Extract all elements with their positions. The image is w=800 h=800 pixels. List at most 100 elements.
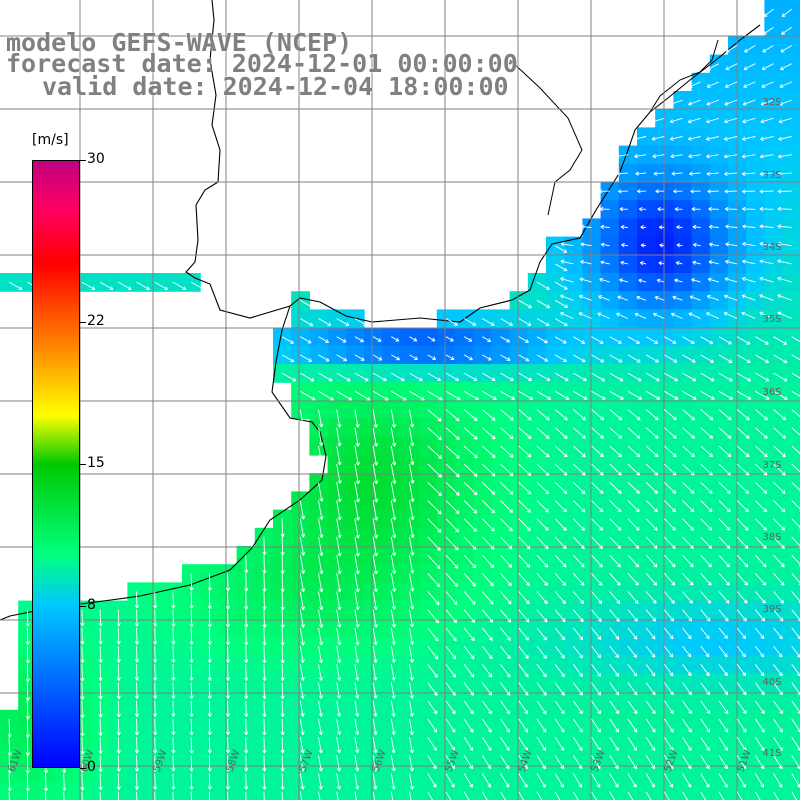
wind-vector bbox=[669, 99, 683, 106]
field-cell bbox=[600, 273, 620, 292]
field-cell bbox=[764, 782, 784, 800]
wind-vector bbox=[706, 99, 720, 106]
field-cell bbox=[764, 218, 784, 238]
field-cell bbox=[564, 782, 583, 800]
field-cell bbox=[746, 109, 765, 128]
field-cell bbox=[236, 782, 256, 800]
field-cell bbox=[418, 782, 438, 800]
field-cell bbox=[637, 254, 656, 274]
field-cell bbox=[782, 746, 800, 765]
field-cell bbox=[582, 782, 602, 800]
field-cell bbox=[746, 291, 765, 310]
field-cell bbox=[618, 218, 638, 238]
field-cell bbox=[637, 182, 656, 201]
field-cell bbox=[673, 109, 693, 128]
field-cell bbox=[600, 218, 620, 238]
field-cell bbox=[655, 145, 674, 165]
field-cell bbox=[473, 782, 492, 800]
field-cell bbox=[637, 218, 656, 238]
field-cell bbox=[782, 382, 800, 401]
field-cell bbox=[182, 782, 201, 800]
field-cell bbox=[637, 127, 656, 147]
field-cell bbox=[600, 291, 620, 310]
field-cell bbox=[764, 127, 784, 147]
field-cell bbox=[0, 782, 19, 800]
field-cell bbox=[618, 273, 638, 292]
latitude-label: 32S bbox=[762, 97, 781, 108]
field-cell bbox=[709, 145, 729, 165]
field-cell bbox=[291, 782, 310, 800]
field-cell bbox=[746, 254, 765, 274]
wind-vector bbox=[724, 81, 738, 88]
field-cell bbox=[709, 54, 729, 74]
field-cell bbox=[782, 345, 800, 365]
latitude-label: 41S bbox=[762, 748, 781, 759]
field-cell bbox=[782, 655, 800, 674]
field-cell bbox=[582, 254, 602, 274]
field-cell bbox=[655, 163, 674, 183]
field-cell bbox=[618, 291, 638, 310]
wind-vector bbox=[779, 99, 792, 106]
field-cell bbox=[782, 782, 800, 800]
field-cell bbox=[691, 309, 711, 329]
colorbar-tickmark bbox=[80, 160, 86, 161]
field-cell bbox=[782, 527, 800, 547]
field-cell bbox=[782, 691, 800, 711]
colorbar-tickmark bbox=[80, 768, 86, 769]
field-cell bbox=[782, 728, 800, 747]
field-cell bbox=[637, 163, 656, 183]
wind-vector bbox=[707, 63, 720, 71]
valid-date: valid date: 2024-12-04 18:00:00 bbox=[42, 72, 509, 101]
field-cell bbox=[364, 782, 383, 800]
colorbar-tick-label: 30 bbox=[87, 151, 105, 167]
colorbar-tick-label: 0 bbox=[87, 759, 96, 775]
field-cell bbox=[764, 145, 784, 165]
field-cell bbox=[54, 782, 74, 800]
field-cell bbox=[564, 254, 583, 274]
field-cell bbox=[18, 782, 37, 800]
field-cell bbox=[637, 782, 656, 800]
field-cell bbox=[746, 91, 765, 110]
field-cell bbox=[145, 782, 165, 800]
field-cell bbox=[691, 182, 711, 201]
colorbar-tickmark bbox=[80, 322, 86, 324]
field-cell bbox=[709, 91, 729, 110]
colorbar-tickmark bbox=[80, 605, 86, 607]
field-cell bbox=[709, 254, 729, 274]
field-cell bbox=[455, 782, 474, 800]
field-cell bbox=[673, 309, 693, 329]
field-cell bbox=[673, 273, 693, 292]
latitude-label: 34S bbox=[762, 242, 781, 253]
wind-vector bbox=[725, 45, 738, 53]
field-cell bbox=[782, 491, 800, 511]
wind-vector bbox=[780, 45, 792, 53]
field-cell bbox=[673, 218, 693, 238]
field-cell bbox=[673, 91, 693, 110]
field-cell bbox=[782, 418, 800, 438]
field-cell bbox=[764, 309, 784, 329]
field-cell bbox=[746, 36, 765, 56]
field-cell bbox=[655, 291, 674, 310]
field-cell bbox=[655, 218, 674, 238]
field-cell bbox=[764, 18, 784, 37]
field-cell bbox=[655, 182, 674, 201]
field-cell bbox=[782, 436, 800, 456]
field-cell bbox=[600, 236, 620, 256]
field-cell bbox=[764, 54, 784, 74]
field-cell bbox=[127, 782, 147, 800]
field-cell bbox=[691, 200, 711, 219]
field-cell bbox=[618, 200, 638, 219]
wind-vector bbox=[688, 81, 701, 88]
field-cell bbox=[564, 236, 583, 256]
field-cell bbox=[345, 782, 365, 800]
field-cell bbox=[764, 36, 784, 56]
latitude-label: 38S bbox=[762, 532, 781, 543]
wind-vector bbox=[688, 99, 701, 106]
field-cell bbox=[746, 72, 765, 92]
field-cell bbox=[782, 473, 800, 492]
field-cell bbox=[637, 291, 656, 310]
wind-vector bbox=[651, 117, 665, 124]
field-cell bbox=[637, 200, 656, 219]
colorbar-tick-label: 22 bbox=[87, 313, 105, 330]
